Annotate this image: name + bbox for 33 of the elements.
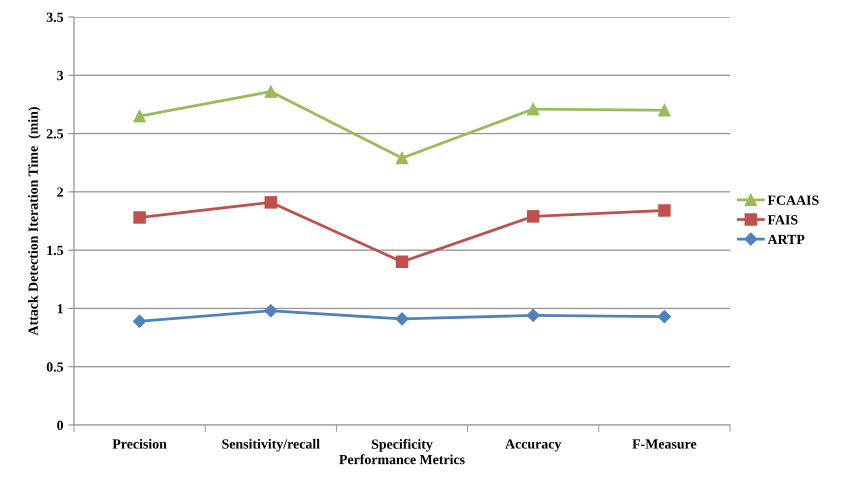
y-tick-label: 0 [57, 420, 64, 430]
point [396, 256, 408, 268]
y-tick-label: 0.5 [46, 362, 64, 372]
x-axis-title: Performance Metrics [339, 454, 465, 464]
point [133, 110, 146, 122]
point [264, 304, 278, 318]
point [133, 314, 146, 328]
legend-label: FCAAIS [768, 196, 819, 205]
point [396, 152, 408, 164]
point [658, 204, 671, 217]
x-tick-label: Accuracy [505, 439, 562, 452]
point [264, 85, 278, 98]
y-tick-label: 1.5 [47, 246, 64, 256]
y-axis-title: Attack Detection Iteration Time (min) [28, 107, 41, 336]
x-tick-label: Precision [112, 438, 167, 449]
point [395, 312, 409, 326]
y-tick-label: 2.5 [46, 129, 64, 139]
point [264, 196, 278, 209]
point [658, 310, 671, 324]
x-tick-label: Sensitivity/recall [222, 438, 320, 452]
y-tick-label: 3 [57, 70, 64, 80]
y-tick-label: 2 [57, 187, 63, 197]
point [658, 104, 671, 117]
x-tick-label: Specificity [372, 438, 433, 452]
x-tick-label: F-Measure [632, 439, 696, 449]
point [526, 308, 540, 322]
point [526, 102, 540, 116]
legend-label: FAIS [768, 215, 798, 225]
y-tick-label: 1 [58, 304, 63, 314]
y-tick-label: 3.5 [46, 12, 64, 22]
point [133, 211, 146, 224]
legend-label: ARTP [768, 234, 804, 244]
point [526, 210, 540, 223]
